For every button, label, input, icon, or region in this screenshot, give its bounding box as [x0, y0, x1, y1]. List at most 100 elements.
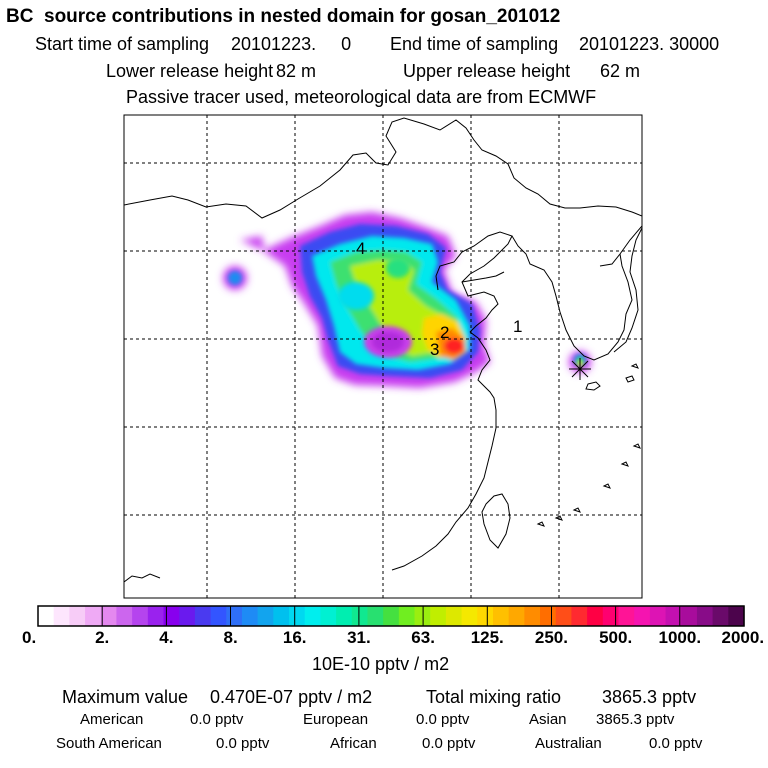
region-european-name: European [303, 711, 369, 728]
end-value: 20101223. 30000 [579, 34, 720, 54]
graticule [124, 115, 642, 598]
colorbar-swatch [712, 606, 729, 626]
map-frame [123, 114, 643, 599]
region-australian-value: 0.0 pptv [649, 735, 703, 752]
upper-label: Upper release height [403, 61, 571, 81]
max-label: Maximum value [62, 687, 189, 707]
total-label: Total mixing ratio [426, 687, 562, 707]
start-label: Start time of sampling [35, 34, 210, 54]
source-labels: 1 2 3 4 [356, 239, 522, 359]
chart-title: BC source contributions in nested domain… [6, 6, 561, 27]
region-south-american-name: South American [56, 735, 162, 752]
korea-peninsula [511, 235, 633, 361]
lower-label: Lower release height [106, 61, 274, 81]
colorbar-tick-label: 125. [470, 628, 504, 647]
colorbar-swatch [430, 606, 447, 626]
colorbar-swatch [681, 606, 698, 626]
end-label: End time of sampling [390, 34, 559, 54]
region-asian-name: Asian [529, 711, 567, 728]
colorbar-swatch [649, 606, 667, 626]
tracer-note: Passive tracer used, meteorological data… [126, 87, 597, 107]
colorbar-swatch [398, 606, 416, 626]
colorbar-swatch [53, 606, 70, 626]
colorbar-swatch [696, 606, 714, 626]
colorbar-tick-label: 8. [223, 628, 238, 647]
plume-hole-inner [372, 332, 404, 352]
colorbar-tick-label: 2000. [721, 628, 765, 647]
colorbar-swatch [320, 606, 337, 626]
colorbar-swatch [226, 606, 243, 626]
region-european-value: 0.0 pptv [416, 711, 470, 728]
colorbar-swatch [336, 606, 353, 626]
colorbar-swatch [367, 606, 384, 626]
colorbar-swatch [634, 606, 651, 626]
jeju-island [585, 381, 601, 391]
colorbar-swatch [492, 606, 510, 626]
region-african-name: African [330, 735, 377, 752]
colorbar-swatch [179, 606, 196, 626]
region-american-name: American [80, 711, 144, 728]
ryukyu-6 [632, 443, 641, 449]
plume-west-core [228, 271, 242, 285]
region-asian-value: 3865.3 pptv [596, 711, 675, 728]
source-label-3: 3 [430, 340, 439, 359]
colorbar-swatch [524, 606, 541, 626]
colorbar-swatch [587, 606, 604, 626]
colorbar-swatch [100, 606, 118, 626]
total-value: 3865.3 pptv [602, 687, 697, 707]
colorbar-swatch [163, 606, 180, 626]
colorbar-swatch [461, 606, 478, 626]
upper-value: 62 m [600, 61, 641, 81]
colorbar-frame [37, 605, 745, 627]
colorbar-swatches [38, 606, 745, 626]
region-south-american-value: 0.0 pptv [216, 735, 270, 752]
start-value: 20101223. 0 [231, 34, 352, 54]
ryukyu-5 [620, 461, 629, 467]
colorbar-swatch [728, 606, 745, 626]
source-label-1: 1 [513, 317, 522, 336]
colorbar-swatch [289, 606, 306, 626]
colorbar-swatch [273, 606, 290, 626]
japan-islet-2 [630, 363, 639, 369]
receptor-marker [569, 358, 591, 380]
china-north-border [124, 117, 642, 219]
colorbar-swatch [304, 606, 321, 626]
coastlines [124, 117, 642, 583]
ryukyu-1 [536, 521, 545, 527]
colorbar-swatch [241, 606, 259, 626]
colorbar-swatch [540, 606, 557, 626]
plume [223, 212, 591, 388]
colorbar-tick-label: 250. [534, 628, 568, 647]
plume-north-notch [386, 258, 410, 278]
colorbar-swatch [445, 606, 463, 626]
colorbar-tick-label: 63. [411, 628, 435, 647]
plume-cyan-patch [338, 282, 374, 310]
colorbar-swatch [147, 606, 165, 626]
colorbar-tick-label: 1000. [658, 628, 702, 647]
region-australian-name: Australian [535, 735, 602, 752]
colorbar-swatch [116, 606, 133, 626]
colorbar-swatch [477, 606, 494, 626]
lower-value: 82 m [276, 61, 317, 81]
colorbar-swatch [210, 606, 227, 626]
hainan-edge [124, 573, 161, 583]
colorbar-swatch [351, 606, 369, 626]
colorbar-tick-label: 31. [347, 628, 371, 647]
colorbar-units: 10E-10 pptv / m2 [312, 654, 450, 674]
colorbar-swatch [383, 606, 400, 626]
colorbar-swatch [132, 606, 149, 626]
colorbar-tick-label: 16. [282, 628, 307, 647]
colorbar [37, 605, 745, 627]
colorbar-ticks [101, 606, 681, 626]
colorbar-tick-label: 0. [22, 628, 37, 647]
colorbar-swatch [602, 606, 620, 626]
ryukyu-4 [602, 483, 611, 489]
japan-islet-1 [625, 375, 635, 383]
colorbar-swatch [69, 606, 86, 626]
colorbar-swatch [665, 606, 682, 626]
region-african-value: 0.0 pptv [422, 735, 476, 752]
colorbar-tick-label: 4. [159, 628, 174, 647]
receptor-d2 [571, 360, 589, 378]
max-value: 0.470E-07 pptv / m2 [210, 687, 373, 707]
